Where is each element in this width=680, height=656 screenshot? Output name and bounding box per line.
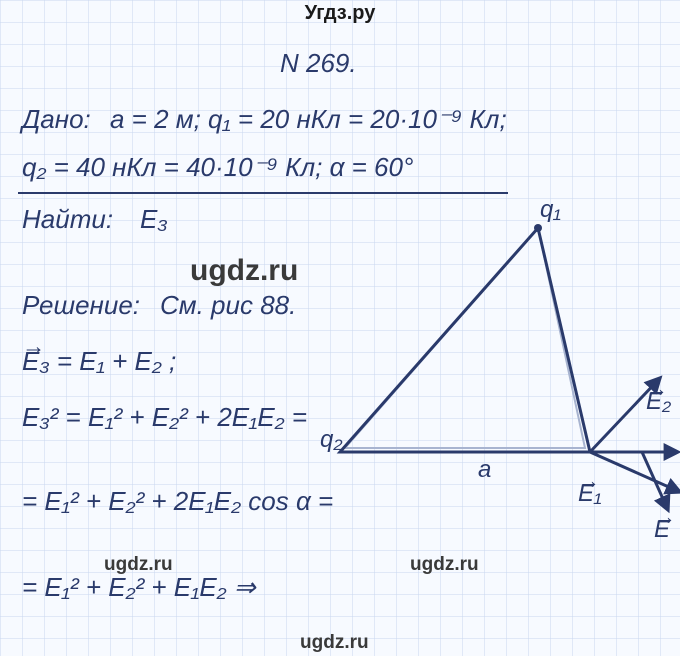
- diagram-label-a: a: [478, 456, 491, 484]
- diagram-label-e1: E₁: [578, 480, 602, 508]
- vec-e3-icon: E₃: [22, 346, 50, 377]
- given-label: Дано:: [22, 104, 91, 135]
- eq3: = E₁² + E₂² + 2E₁E₂ cos α =: [22, 486, 333, 517]
- vec-e-icon: E: [654, 516, 670, 544]
- watermark-small-left: ugdz.ru: [104, 554, 173, 576]
- diagram-label-q1: q₁: [540, 196, 561, 224]
- find-label: Найти:: [22, 204, 113, 235]
- solution-label: Решение:: [22, 290, 140, 321]
- vec-e2-icon: E₂: [646, 388, 671, 416]
- vector-diagram: [0, 0, 680, 656]
- given-line-1: a = 2 м; q₁ = 20 нКл = 20·10⁻⁹ Кл;: [110, 104, 507, 135]
- diagram-label-q2: q₂: [320, 426, 343, 454]
- watermark-small-right: ugdz.ru: [410, 554, 479, 576]
- eq2: E₃² = E₁² + E₂² + 2E₁E₂ =: [22, 402, 307, 433]
- find-value: E₃: [140, 204, 168, 235]
- given-divider: [18, 192, 508, 194]
- watermark-big: ugdz.ru: [190, 254, 298, 288]
- problem-number: N 269.: [280, 48, 357, 79]
- given-line-2: q₂ = 40 нКл = 40·10⁻⁹ Кл; α = 60°: [22, 152, 413, 183]
- watermark-footer: ugdz.ru: [300, 632, 369, 654]
- eq4: = E₁² + E₂² + E₁E₂ ⇒: [22, 572, 256, 603]
- solution-ref: См. рис 88.: [160, 290, 296, 321]
- diagram-label-e: E: [654, 516, 670, 544]
- vec-e1-icon: E₁: [578, 480, 602, 508]
- diagram-label-e2: E₂: [646, 388, 671, 416]
- eq1: E₃ = E₁ + E₂ ;: [22, 346, 176, 377]
- site-header: Угдз.ру: [0, 2, 680, 25]
